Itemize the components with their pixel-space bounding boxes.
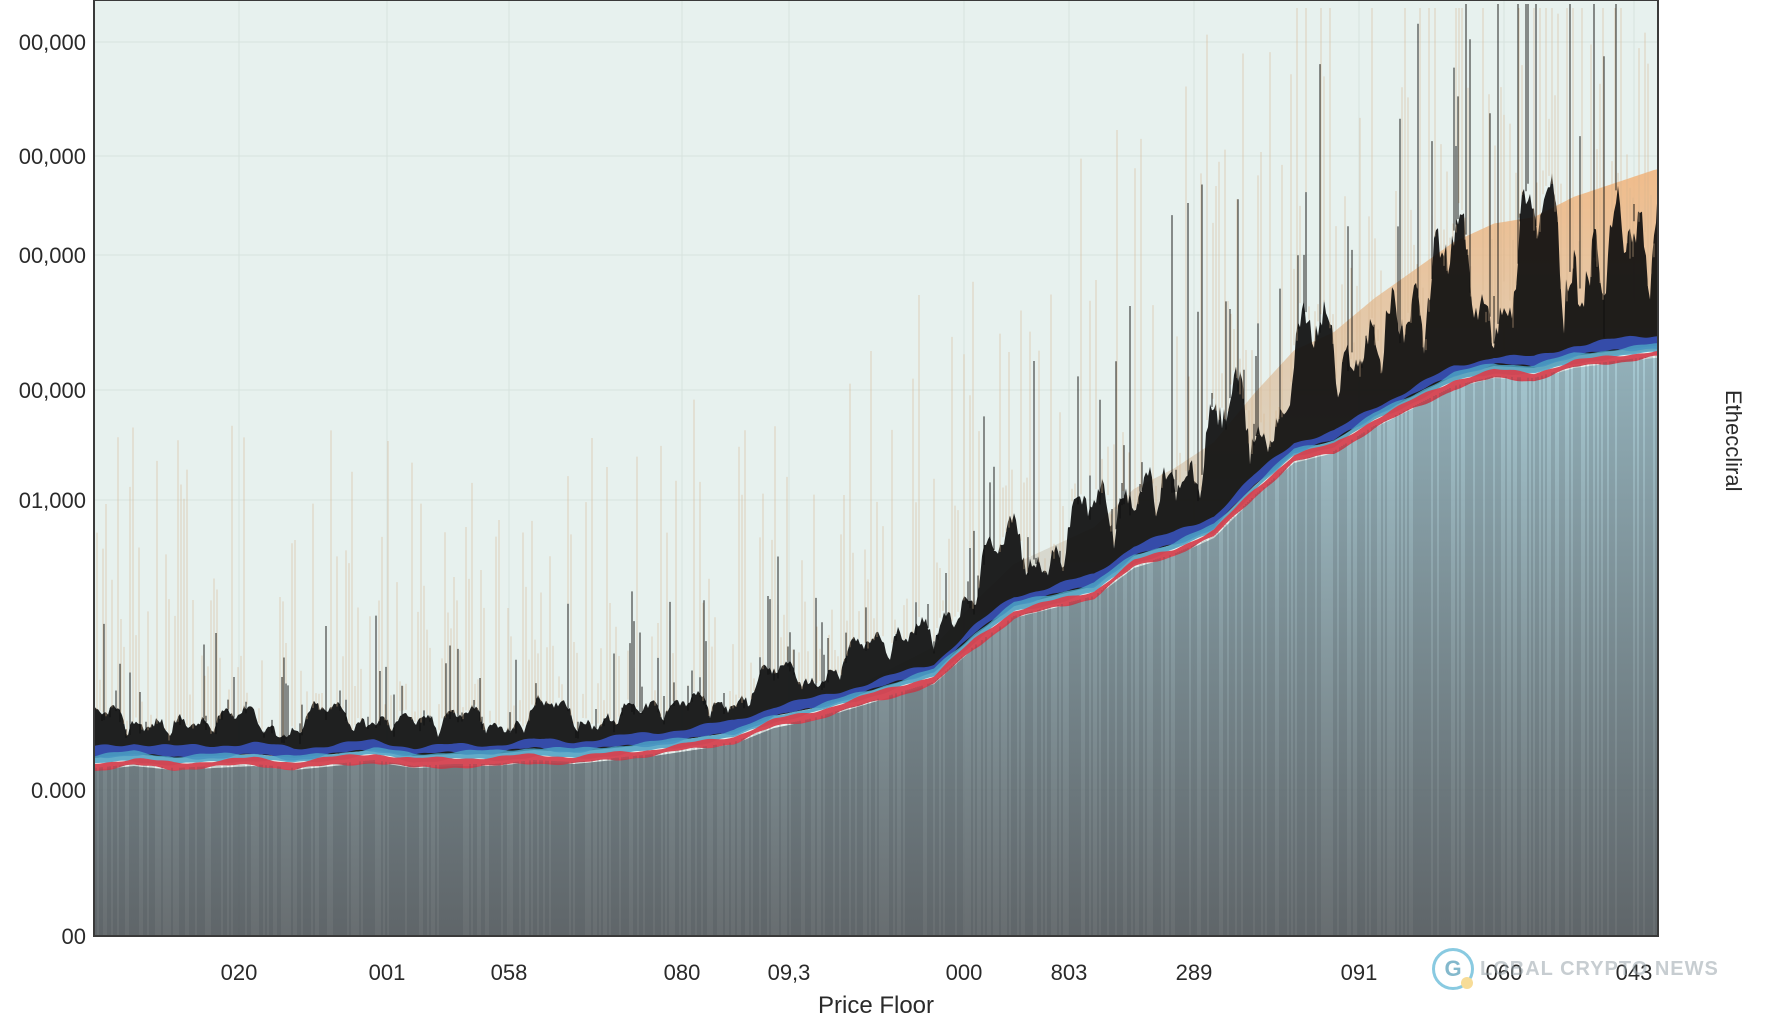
x-tick-label: 289: [1176, 960, 1213, 986]
x-tick-label: 058: [491, 960, 528, 986]
y-tick-label: 00,000: [0, 144, 86, 170]
watermark-text: LOBAL CRYPTO NEWS: [1480, 958, 1719, 981]
right-axis-label: Etheccliral: [1720, 390, 1746, 491]
y-tick-label: 00,000: [0, 378, 86, 404]
y-tick-label: 0.000: [0, 778, 86, 804]
x-tick-label: 803: [1051, 960, 1088, 986]
y-tick-label: 00: [0, 924, 86, 950]
watermark: G LOBAL CRYPTO NEWS: [1432, 948, 1719, 990]
chart-svg: [0, 0, 1792, 1024]
watermark-logo-icon: G: [1432, 948, 1474, 990]
x-tick-label: 001: [369, 960, 406, 986]
y-tick-label: 00,000: [0, 30, 86, 56]
x-axis-title: Price Floor: [818, 992, 934, 1020]
x-tick-label: 020: [221, 960, 258, 986]
chart-container: { "chart": { "type": "dense-area-spike",…: [0, 0, 1792, 1024]
x-tick-label: 091: [1341, 960, 1378, 986]
y-tick-label: 01,000: [0, 488, 86, 514]
x-tick-label: 000: [946, 960, 983, 986]
x-tick-label: 080: [664, 960, 701, 986]
x-tick-label: 09,3: [768, 960, 811, 986]
y-tick-label: 00,000: [0, 243, 86, 269]
